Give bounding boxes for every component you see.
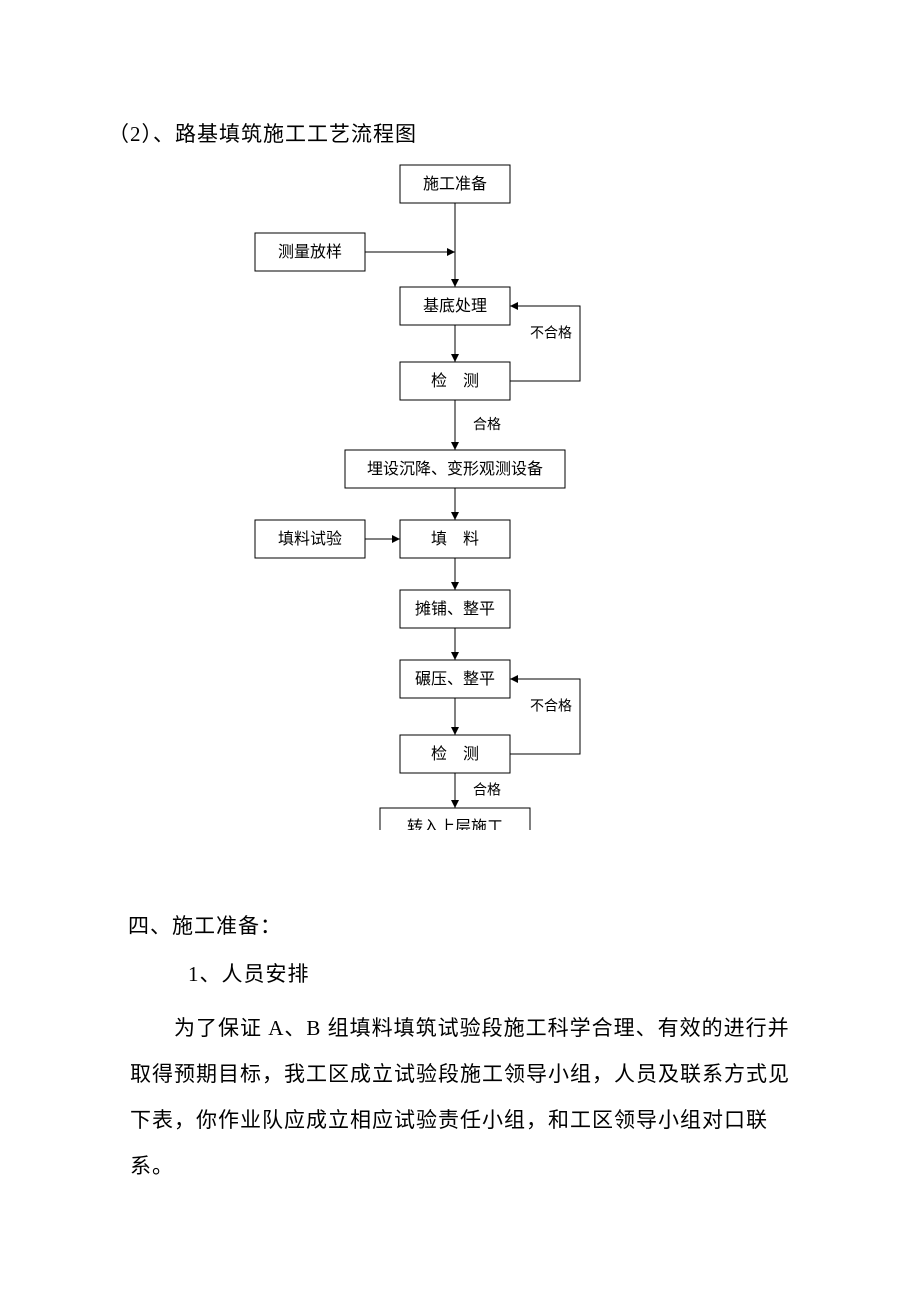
svg-text:检 测: 检 测	[431, 745, 479, 763]
svg-text:检 测: 检 测	[431, 372, 479, 390]
svg-text:施工准备: 施工准备	[423, 175, 487, 193]
svg-text:合格: 合格	[473, 417, 501, 433]
subsection-title: 1、人员安排	[188, 958, 310, 988]
svg-text:摊铺、整平: 摊铺、整平	[415, 600, 495, 618]
svg-text:填 料: 填 料	[431, 530, 479, 548]
svg-text:转入上层施工: 转入上层施工	[407, 818, 503, 830]
section-title: 四、施工准备：	[128, 910, 282, 940]
svg-text:碾压、整平: 碾压、整平	[415, 670, 495, 688]
flowchart-heading: （2）、路基填筑施工工艺流程图	[108, 118, 417, 148]
body-paragraph: 为了保证 A、B 组填料填筑试验段施工科学合理、有效的进行并取得预期目标，我工区…	[130, 1005, 810, 1189]
flowchart-container: 合格合格不合格不合格施工准备测量放样基底处理检 测埋设沉降、变形观测设备填料试验…	[200, 160, 720, 830]
svg-text:埋设沉降、变形观测设备: 埋设沉降、变形观测设备	[367, 460, 543, 478]
svg-text:不合格: 不合格	[530, 326, 572, 342]
svg-text:基底处理: 基底处理	[423, 297, 487, 315]
svg-text:填料试验: 填料试验	[278, 530, 342, 548]
document-page: （2）、路基填筑施工工艺流程图 合格合格不合格不合格施工准备测量放样基底处理检 …	[0, 0, 920, 1302]
svg-text:不合格: 不合格	[530, 699, 572, 715]
svg-text:合格: 合格	[473, 783, 501, 799]
svg-text:测量放样: 测量放样	[278, 243, 342, 261]
